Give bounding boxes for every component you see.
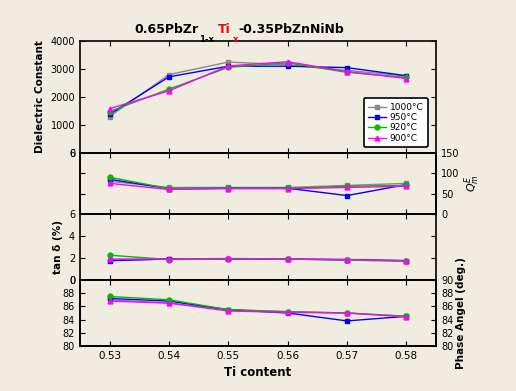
Line: 1000°C: 1000°C — [107, 59, 409, 119]
920°C — [285, 61, 291, 65]
900°C — [285, 59, 291, 64]
900°C — [403, 76, 409, 81]
1000°C — [225, 60, 231, 65]
920°C — [166, 87, 172, 91]
Line: 950°C: 950°C — [107, 64, 409, 117]
1000°C — [344, 68, 350, 73]
950°C — [285, 64, 291, 68]
920°C — [107, 109, 113, 114]
950°C — [344, 65, 350, 70]
Y-axis label: Dielectric Constant: Dielectric Constant — [35, 41, 45, 153]
1000°C — [285, 63, 291, 67]
950°C — [166, 75, 172, 79]
Y-axis label: $Q_m^E$: $Q_m^E$ — [462, 174, 482, 192]
900°C — [107, 106, 113, 111]
950°C — [107, 112, 113, 117]
Text: x: x — [233, 34, 238, 44]
Line: 900°C: 900°C — [107, 59, 409, 111]
920°C — [225, 65, 231, 70]
900°C — [225, 64, 231, 68]
Text: Ti: Ti — [218, 23, 231, 36]
1000°C — [166, 72, 172, 77]
Legend: 1000°C, 950°C, 920°C, 900°C: 1000°C, 950°C, 920°C, 900°C — [363, 98, 428, 147]
920°C — [344, 70, 350, 75]
1000°C — [403, 74, 409, 78]
920°C — [403, 75, 409, 80]
Text: 0.65PbZr: 0.65PbZr — [134, 23, 198, 36]
Line: 920°C: 920°C — [107, 61, 409, 114]
Y-axis label: Phase Angel (deg.): Phase Angel (deg.) — [456, 257, 466, 369]
Y-axis label: tan δ (%): tan δ (%) — [53, 220, 63, 274]
Text: 1-x: 1-x — [199, 34, 214, 44]
X-axis label: Ti content: Ti content — [224, 366, 292, 379]
900°C — [166, 88, 172, 93]
900°C — [344, 69, 350, 74]
950°C — [403, 74, 409, 78]
Text: -0.35PbZnNiNb: -0.35PbZnNiNb — [238, 23, 344, 36]
950°C — [225, 64, 231, 68]
1000°C — [107, 114, 113, 119]
